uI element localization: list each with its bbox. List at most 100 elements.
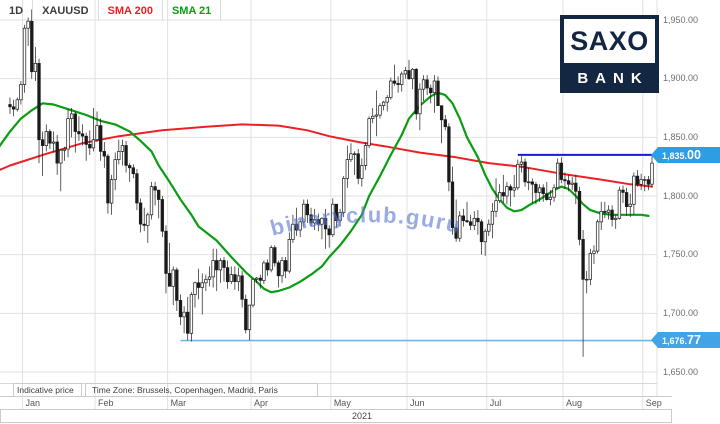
candle[interactable] xyxy=(229,266,233,284)
candle[interactable] xyxy=(284,257,288,279)
price-axis[interactable]: 1,950.00 1,900.00 1,850.00 1,800.00 1,750.00… xyxy=(657,0,720,397)
candle[interactable] xyxy=(91,108,96,152)
candle[interactable] xyxy=(392,64,397,86)
candle[interactable] xyxy=(505,181,509,205)
candle[interactable] xyxy=(106,153,110,214)
candle[interactable] xyxy=(483,228,487,256)
candle[interactable] xyxy=(479,219,484,255)
candle[interactable] xyxy=(476,210,480,235)
candle[interactable] xyxy=(19,81,23,105)
candle[interactable] xyxy=(66,109,70,158)
candle[interactable] xyxy=(287,232,291,274)
candle[interactable] xyxy=(592,245,596,265)
timeframe-selector[interactable]: 1D xyxy=(0,0,34,21)
resistance-price-badge[interactable]: 1,835. 00 xyxy=(651,147,720,163)
candle[interactable] xyxy=(189,292,194,342)
candle[interactable] xyxy=(352,151,357,175)
candle[interactable] xyxy=(447,123,451,192)
candle[interactable] xyxy=(342,176,346,218)
symbol-label[interactable]: XAUUSD xyxy=(33,0,99,21)
candle[interactable] xyxy=(273,245,277,267)
candle[interactable] xyxy=(131,164,135,179)
candle[interactable] xyxy=(585,271,589,294)
candle[interactable] xyxy=(182,306,186,334)
candle[interactable] xyxy=(204,274,208,292)
candle[interactable] xyxy=(247,304,252,341)
candle[interactable] xyxy=(519,156,524,173)
candle[interactable] xyxy=(367,116,371,148)
candle[interactable] xyxy=(109,174,114,215)
candle[interactable] xyxy=(439,105,444,144)
candle[interactable] xyxy=(124,140,128,173)
indicator-sma21-label[interactable]: SMA 21 xyxy=(163,0,222,21)
candle[interactable] xyxy=(371,108,375,124)
candle[interactable] xyxy=(73,111,77,153)
candle[interactable] xyxy=(102,142,106,168)
candle[interactable] xyxy=(381,100,386,111)
candle[interactable] xyxy=(30,9,34,79)
candle[interactable] xyxy=(164,225,168,294)
candle[interactable] xyxy=(15,97,19,112)
candle[interactable] xyxy=(135,169,139,211)
candle[interactable] xyxy=(454,199,458,242)
candle[interactable] xyxy=(465,201,469,223)
candle[interactable] xyxy=(244,294,248,334)
candle[interactable] xyxy=(153,181,157,206)
candle[interactable] xyxy=(207,266,212,287)
candle[interactable] xyxy=(494,178,498,218)
candle[interactable] xyxy=(309,207,313,227)
candle[interactable] xyxy=(55,134,59,175)
candle[interactable] xyxy=(385,95,389,112)
candle[interactable] xyxy=(70,108,74,138)
candle[interactable] xyxy=(44,124,48,152)
candle[interactable] xyxy=(646,176,651,191)
candle[interactable] xyxy=(559,157,563,184)
candle[interactable] xyxy=(113,152,117,191)
candle[interactable] xyxy=(218,258,223,283)
candle[interactable] xyxy=(186,296,190,341)
candle[interactable] xyxy=(581,230,585,357)
candle[interactable] xyxy=(599,201,603,231)
candle[interactable] xyxy=(251,278,255,308)
candle[interactable] xyxy=(606,205,611,220)
candle[interactable] xyxy=(356,149,360,185)
candle[interactable] xyxy=(552,184,556,202)
candle[interactable] xyxy=(458,211,462,242)
candle[interactable] xyxy=(400,71,404,92)
candle[interactable] xyxy=(265,259,270,276)
candle[interactable] xyxy=(643,176,647,192)
level-lines[interactable] xyxy=(180,153,658,342)
candle[interactable] xyxy=(468,214,473,231)
candle[interactable] xyxy=(294,207,299,236)
candle[interactable] xyxy=(22,24,27,93)
candle[interactable] xyxy=(211,248,215,288)
candle[interactable] xyxy=(128,163,132,182)
candles[interactable] xyxy=(8,9,654,357)
candle[interactable] xyxy=(595,219,600,254)
candle[interactable] xyxy=(512,174,516,198)
candle[interactable] xyxy=(258,274,262,289)
candle[interactable] xyxy=(443,115,447,131)
candle[interactable] xyxy=(8,97,12,114)
candle[interactable] xyxy=(59,149,63,192)
candle[interactable] xyxy=(120,139,125,166)
candle[interactable] xyxy=(461,208,466,227)
candle[interactable] xyxy=(603,201,607,219)
candle[interactable] xyxy=(363,142,368,171)
candle[interactable] xyxy=(48,129,52,150)
candle[interactable] xyxy=(338,208,342,227)
candle[interactable] xyxy=(269,245,273,273)
candle[interactable] xyxy=(407,59,411,80)
candle[interactable] xyxy=(323,208,328,249)
candle[interactable] xyxy=(95,111,99,143)
candle[interactable] xyxy=(33,46,38,82)
candle[interactable] xyxy=(316,213,320,232)
candle[interactable] xyxy=(331,198,335,238)
candle[interactable] xyxy=(534,181,538,205)
candle[interactable] xyxy=(635,170,640,187)
time-axis[interactable]: Jan Feb Mar Apr May Jun Jul Aug Sep xyxy=(0,396,662,410)
candle[interactable] xyxy=(490,203,495,239)
candle[interactable] xyxy=(327,225,331,248)
candle[interactable] xyxy=(403,66,408,79)
